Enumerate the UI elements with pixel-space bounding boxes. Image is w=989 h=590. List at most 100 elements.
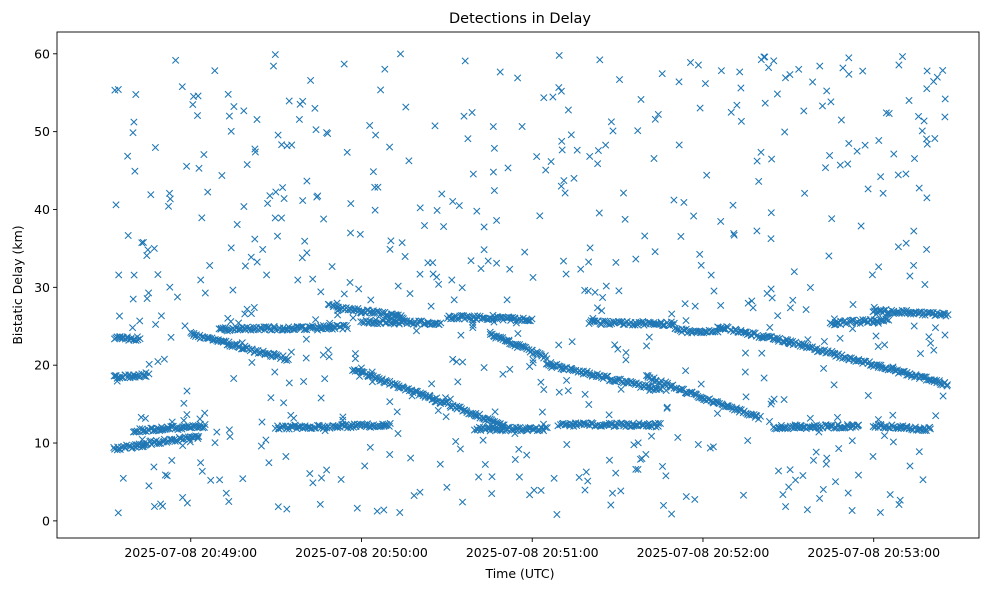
detection-point xyxy=(454,378,462,386)
detection-point xyxy=(694,440,702,449)
detection-point xyxy=(682,317,690,325)
detection-point xyxy=(609,127,617,135)
y-axis-title: Bistatic Delay (km) xyxy=(10,225,25,344)
detection-point xyxy=(906,272,914,280)
detection-point xyxy=(190,422,198,430)
detection-point xyxy=(612,258,620,266)
detection-point xyxy=(631,422,640,430)
detection-point xyxy=(611,341,619,349)
detection-point xyxy=(791,421,799,429)
detection-point xyxy=(402,103,410,111)
detection-point xyxy=(882,109,890,117)
detection-point xyxy=(691,302,699,310)
detection-point xyxy=(144,246,152,254)
detection-point xyxy=(320,215,328,223)
detection-point xyxy=(558,146,566,154)
detection-point xyxy=(492,332,501,340)
detection-point xyxy=(830,315,838,323)
x-axis-title: Time (UTC) xyxy=(484,566,554,581)
detection-point xyxy=(655,385,663,393)
detection-point xyxy=(622,356,630,364)
detection-point xyxy=(129,129,137,137)
detection-point xyxy=(257,442,265,450)
detection-point xyxy=(802,306,810,314)
detection-point xyxy=(859,67,867,75)
detection-point xyxy=(920,117,928,125)
detection-point xyxy=(596,56,604,64)
detection-point xyxy=(113,377,121,385)
detection-point xyxy=(366,121,374,130)
detection-point xyxy=(424,259,432,267)
detection-point xyxy=(469,324,477,332)
detection-point xyxy=(786,304,794,312)
detection-point xyxy=(844,489,852,497)
detection-point xyxy=(248,358,256,366)
detection-point xyxy=(910,227,918,235)
detection-point xyxy=(193,112,202,120)
detection-point xyxy=(247,253,255,261)
detection-point xyxy=(568,338,576,346)
detection-point xyxy=(481,460,489,468)
detection-point xyxy=(316,500,324,508)
detection-point xyxy=(821,164,830,172)
detection-point xyxy=(250,303,258,312)
detection-point xyxy=(895,500,903,509)
detection-point xyxy=(240,107,248,115)
detection-point xyxy=(615,76,624,84)
detection-point xyxy=(147,191,155,199)
detection-point xyxy=(179,442,187,450)
detection-point xyxy=(468,108,476,117)
detection-point xyxy=(770,57,778,65)
detection-point xyxy=(779,491,787,499)
y-tick-label: 0 xyxy=(42,513,50,528)
detection-point xyxy=(573,146,581,154)
detection-point xyxy=(686,58,695,67)
detection-point xyxy=(765,63,773,72)
detection-point xyxy=(139,238,147,246)
detection-point xyxy=(456,445,464,453)
detection-point xyxy=(733,101,741,109)
detection-point xyxy=(274,131,282,139)
detection-point xyxy=(557,182,565,190)
detection-point xyxy=(896,496,904,504)
detection-point xyxy=(848,506,856,515)
detection-point xyxy=(357,364,365,372)
detection-point xyxy=(159,502,167,510)
detection-point xyxy=(521,248,529,256)
detection-point xyxy=(835,445,843,453)
detection-point xyxy=(921,426,929,435)
detection-point xyxy=(475,473,483,481)
detection-point xyxy=(410,492,418,500)
detection-point xyxy=(464,135,472,143)
detection-point xyxy=(277,214,286,222)
detection-point xyxy=(680,198,688,206)
detection-point xyxy=(826,151,834,160)
detection-point xyxy=(555,341,563,349)
detection-point xyxy=(386,450,394,459)
detection-point xyxy=(334,311,342,319)
detection-point xyxy=(886,491,894,499)
detection-point xyxy=(267,394,275,402)
detection-point xyxy=(145,289,153,297)
detection-point xyxy=(780,396,788,404)
detection-point xyxy=(756,412,764,420)
detection-point xyxy=(225,426,233,434)
detection-point xyxy=(435,280,443,288)
detection-point xyxy=(190,331,198,339)
detection-point xyxy=(206,261,214,270)
detection-point xyxy=(853,147,861,155)
detection-point xyxy=(857,222,865,230)
detection-point xyxy=(941,95,949,103)
detection-point xyxy=(781,74,790,82)
detection-point xyxy=(386,143,394,151)
detection-point xyxy=(696,104,704,112)
detection-point xyxy=(201,289,209,297)
detection-point xyxy=(760,374,768,382)
detection-point xyxy=(575,473,583,481)
detection-point xyxy=(644,373,652,381)
detection-point xyxy=(314,192,322,200)
detection-point xyxy=(634,439,642,447)
detection-point xyxy=(287,348,295,356)
detection-point xyxy=(877,173,885,181)
detection-point xyxy=(744,437,752,445)
